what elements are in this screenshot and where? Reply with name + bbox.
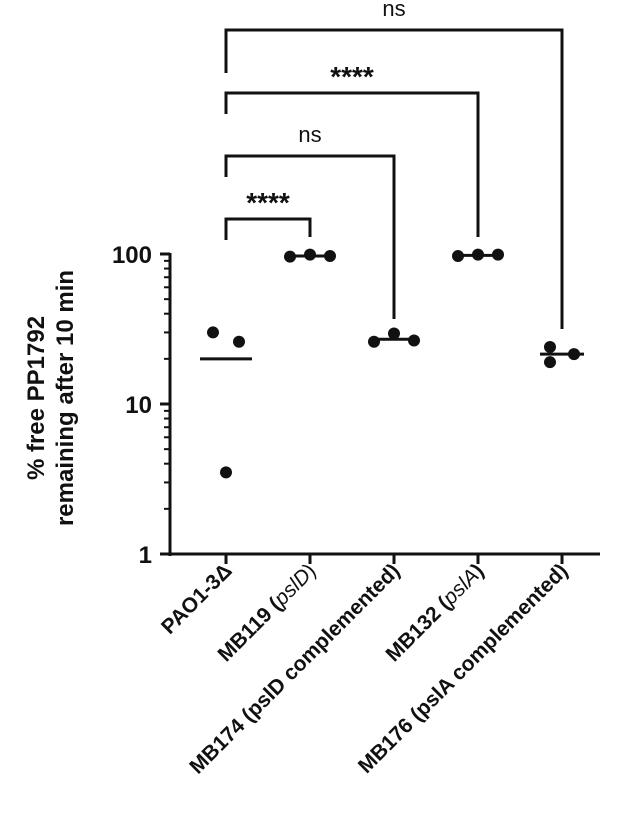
data-point [284,250,296,263]
y-tick-100: 100 [112,242,152,269]
bracket-mb119 [224,217,312,240]
data-point [408,334,420,347]
y-axis-title-line1: % free PP1792 [23,316,50,480]
x-axis [168,552,600,564]
x-label-pao1: PAO1-3Δ [157,559,236,638]
data-point [492,248,504,261]
data-point [568,348,580,361]
sig-label-mb119: **** [246,187,290,218]
y-minor-ticks [164,259,170,510]
y-axis-title-line2: remaining after 10 min [52,270,79,526]
y-tick-1: 1 [139,542,152,569]
data-point [388,327,400,340]
data-point [220,466,232,479]
data-point [472,248,484,261]
sig-label-mb174: ns [298,122,321,147]
data-point [233,335,245,348]
data-point [324,249,336,262]
y-axis-title: % free PP1792 remaining after 10 min [23,270,79,526]
data-point [544,340,556,353]
data-point [207,326,219,339]
sig-label-mb132: **** [330,61,374,92]
bracket-mb176 [224,28,564,329]
significance-brackets [224,28,564,329]
y-tick-10: 10 [125,392,152,419]
data-point [304,248,316,261]
data-point [544,356,556,369]
data-point [368,335,380,348]
bracket-mb132 [224,91,480,237]
bracket-mb174 [224,154,396,319]
data-points [200,248,584,479]
data-point [452,249,464,262]
x-category-labels: PAO1-3Δ MB119 (pslD) MB174 (pslD complem… [157,559,572,778]
sig-label-mb176: ns [382,0,405,21]
